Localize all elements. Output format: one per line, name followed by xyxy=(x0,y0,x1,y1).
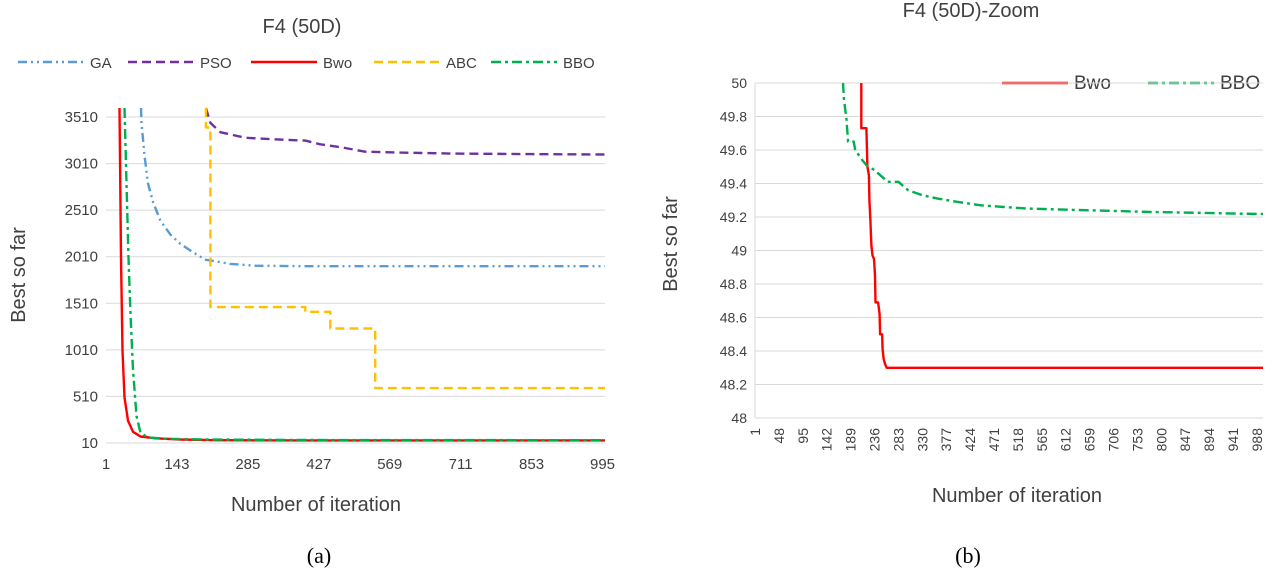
chart-a-y-axis-title: Best so far xyxy=(8,227,30,323)
chart-a-gridlines xyxy=(106,116,605,444)
x-tick-label: 569 xyxy=(377,456,402,473)
series-line-bbo xyxy=(123,107,605,442)
x-tick-label: 189 xyxy=(843,428,859,452)
x-tick-label: 142 xyxy=(819,428,835,452)
x-tick-label: 471 xyxy=(986,428,1002,452)
y-tick-label: 48.6 xyxy=(720,310,747,326)
x-tick-label: 95 xyxy=(795,428,811,444)
y-tick-label: 48.2 xyxy=(720,377,747,393)
y-tick-label: 49 xyxy=(731,243,747,259)
chart-b-x-axis-title: Number of iteration xyxy=(932,485,1102,507)
y-tick-label: 49.6 xyxy=(720,142,747,158)
y-tick-label: 49.8 xyxy=(720,109,747,125)
x-tick-label: 427 xyxy=(306,456,331,473)
series-line-bbo xyxy=(841,82,1263,216)
x-tick-label: 283 xyxy=(890,428,906,452)
y-tick-label: 49.2 xyxy=(720,209,747,225)
series-line-pso xyxy=(204,107,605,156)
y-tick-label: 2510 xyxy=(65,202,98,219)
legend-label-abc: ABC xyxy=(446,55,477,72)
x-tick-label: 853 xyxy=(519,456,544,473)
y-tick-label: 49.4 xyxy=(720,176,747,192)
series-line-ga xyxy=(139,107,605,268)
chart-b-y-tick-labels: 48 48.2 48.4 48.6 48.8 49 49.2 49.4 49.6 49.8 50 xyxy=(720,75,747,426)
y-tick-label: 1010 xyxy=(65,342,98,359)
chart-a: F4 (50D) GA PSO Bwo ABC BBO 10 510 1010 1510 201… xyxy=(8,16,615,568)
x-tick-label: 894 xyxy=(1201,428,1217,452)
chart-b-y-axis-title: Best so far xyxy=(660,196,682,292)
chart-a-title: F4 (50D) xyxy=(263,16,342,38)
x-tick-label: 706 xyxy=(1105,428,1121,452)
legend-label-bbo: BBO xyxy=(563,55,595,72)
chart-a-legend: GA PSO Bwo ABC BBO xyxy=(18,55,595,72)
x-tick-label: 330 xyxy=(914,428,930,452)
x-tick-label: 847 xyxy=(1177,428,1193,452)
y-tick-label: 3010 xyxy=(65,156,98,173)
y-tick-label: 48 xyxy=(731,410,747,426)
chart-b-gridlines xyxy=(754,82,1263,419)
y-tick-label: 10 xyxy=(81,435,98,452)
y-tick-label: 48.8 xyxy=(720,276,747,292)
y-tick-label: 2010 xyxy=(65,249,98,266)
x-tick-label: 753 xyxy=(1129,428,1145,452)
legend-label-pso: PSO xyxy=(200,55,232,72)
series-line-bwo xyxy=(860,83,1263,369)
chart-b-x-tick-labels: 1 48 95 142 189 236 283 330 377 424 471 518 565 612 65… xyxy=(747,428,1265,452)
y-tick-label: 48.4 xyxy=(720,343,747,359)
chart-b-series xyxy=(841,82,1263,369)
x-tick-label: 995 xyxy=(590,456,615,473)
chart-a-x-tick-labels: 1 143 285 427 569 711 853 995 xyxy=(102,456,615,473)
series-line-abc xyxy=(204,108,605,390)
x-tick-label: 659 xyxy=(1082,428,1098,452)
y-tick-label: 3510 xyxy=(65,109,98,126)
x-tick-label: 48 xyxy=(771,428,787,444)
caption-b: (b) xyxy=(955,543,981,568)
chart-a-series xyxy=(118,107,605,442)
x-tick-label: 1 xyxy=(747,428,763,436)
x-tick-label: 800 xyxy=(1153,428,1169,452)
x-tick-label: 285 xyxy=(235,456,260,473)
chart-a-x-axis-title: Number of iteration xyxy=(231,494,401,516)
x-tick-label: 711 xyxy=(449,456,473,473)
legend-label-bwo: Bwo xyxy=(323,55,352,72)
x-tick-label: 612 xyxy=(1058,428,1074,452)
y-tick-label: 510 xyxy=(73,388,98,405)
x-tick-label: 941 xyxy=(1225,428,1241,452)
chart-b-title: F4 (50D)-Zoom xyxy=(903,0,1040,22)
chart-a-y-tick-labels: 10 510 1010 1510 2010 2510 3010 3510 xyxy=(65,109,98,452)
x-tick-label: 236 xyxy=(866,428,882,452)
caption-a: (a) xyxy=(307,543,331,568)
x-tick-label: 518 xyxy=(1010,428,1026,452)
x-tick-label: 424 xyxy=(962,428,978,452)
x-tick-label: 565 xyxy=(1034,428,1050,452)
x-tick-label: 143 xyxy=(164,456,189,473)
y-tick-label: 1510 xyxy=(65,295,98,312)
legend-label-ga: GA xyxy=(90,55,112,72)
x-tick-label: 1 xyxy=(102,456,110,473)
y-tick-label: 50 xyxy=(731,75,747,91)
x-tick-label: 988 xyxy=(1249,428,1265,452)
series-line-bwo xyxy=(118,107,605,442)
chart-b: F4 (50D)-Zoom Bwo BBO 4848.248.448.648.84… xyxy=(660,0,1265,568)
x-tick-label: 377 xyxy=(938,428,954,452)
